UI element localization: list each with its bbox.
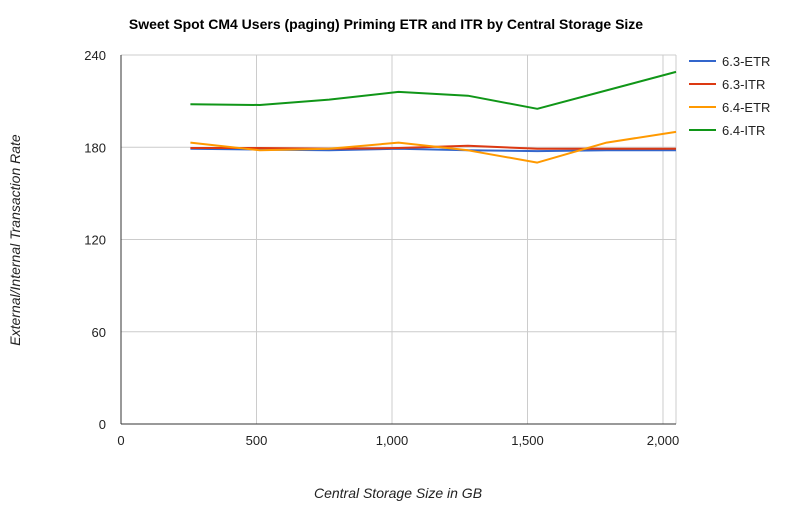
legend-label: 6.4-ETR	[722, 100, 770, 115]
legend: 6.3-ETR 6.3-ITR 6.4-ETR 6.4-ITR	[689, 54, 770, 138]
x-tick-label: 1,500	[511, 433, 544, 448]
legend-label: 6.3-ITR	[722, 77, 765, 92]
x-tick-label: 500	[246, 433, 268, 448]
legend-label: 6.4-ITR	[722, 123, 765, 138]
plot-area	[190, 70, 677, 164]
y-tick-label: 0	[99, 417, 106, 432]
chart-title: Sweet Spot CM4 Users (paging) Priming ET…	[129, 16, 643, 32]
ticks: 0 500 1,000 1,500 2,000 0 60 120 180 240	[84, 48, 679, 448]
y-tick-label: 120	[84, 233, 106, 248]
y-tick-label: 240	[84, 48, 106, 63]
y-tick-label: 180	[84, 140, 106, 155]
x-tick-label: 2,000	[647, 433, 680, 448]
series-line-6-4-etr	[190, 130, 677, 164]
y-tick-label: 60	[92, 325, 106, 340]
series-line-6-4-itr	[190, 70, 677, 110]
x-tick-label: 0	[117, 433, 124, 448]
y-axis-label: External/Internal Transaction Rate	[7, 134, 23, 346]
legend-label: 6.3-ETR	[722, 54, 770, 69]
x-tick-label: 1,000	[376, 433, 409, 448]
x-axis-label: Central Storage Size in GB	[314, 485, 482, 501]
grid	[120, 54, 677, 425]
